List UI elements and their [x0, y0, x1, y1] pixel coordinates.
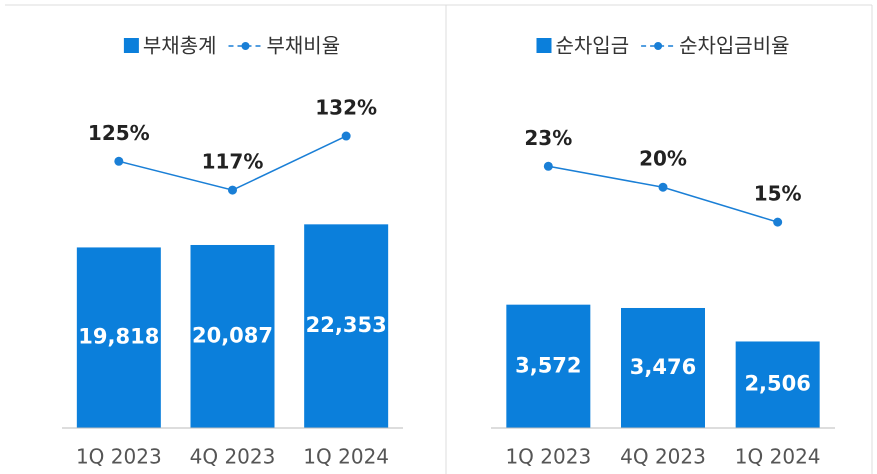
- bar: [735, 341, 820, 428]
- x-tick-label: 1Q 2023: [76, 445, 162, 469]
- line-point: [773, 217, 783, 227]
- line-value-label: 117%: [202, 150, 264, 174]
- line-value-label: 132%: [315, 96, 377, 120]
- legend-label: 부채총계: [143, 34, 217, 58]
- bar: [76, 247, 161, 428]
- line-point: [114, 156, 124, 166]
- line-point: [341, 131, 351, 141]
- legend-label: 부채비율: [267, 34, 341, 58]
- x-tick-label: 1Q 2023: [505, 445, 591, 469]
- line-value-label: 20%: [639, 147, 687, 171]
- bar-value-label: 2,506: [744, 372, 810, 396]
- line-point: [228, 185, 237, 195]
- bar-value-label: 20,087: [192, 323, 273, 347]
- bar-value-label: 3,476: [630, 355, 696, 379]
- bar-value-label: 3,572: [515, 353, 581, 377]
- line-value-label: 15%: [754, 182, 802, 206]
- legend-dot: [241, 42, 250, 50]
- legend-swatch: [123, 38, 139, 53]
- bar: [621, 307, 705, 428]
- legend-label: 순차입금비율: [679, 34, 789, 58]
- x-tick-label: 4Q 2023: [190, 445, 276, 469]
- x-tick-label: 1Q 2024: [303, 445, 389, 469]
- line-value-label: 23%: [524, 126, 572, 150]
- legend-label: 순차입금: [555, 34, 629, 58]
- legend-swatch: [536, 38, 552, 53]
- legend: 부채총계 부채비율: [123, 34, 341, 58]
- bar-value-label: 19,818: [78, 325, 159, 349]
- bar-value-label: 22,353: [306, 313, 387, 337]
- line-value-label: 125%: [88, 121, 150, 145]
- bar: [190, 244, 275, 428]
- bar: [304, 224, 389, 428]
- legend: 순차입금 순차입금비율: [536, 34, 790, 58]
- x-tick-label: 1Q 2024: [735, 445, 821, 469]
- line: [548, 165, 778, 223]
- line-point: [658, 182, 668, 192]
- legend-dot: [654, 42, 663, 50]
- line-point: [543, 161, 553, 171]
- bar: [506, 304, 591, 428]
- x-tick-label: 4Q 2023: [620, 445, 706, 469]
